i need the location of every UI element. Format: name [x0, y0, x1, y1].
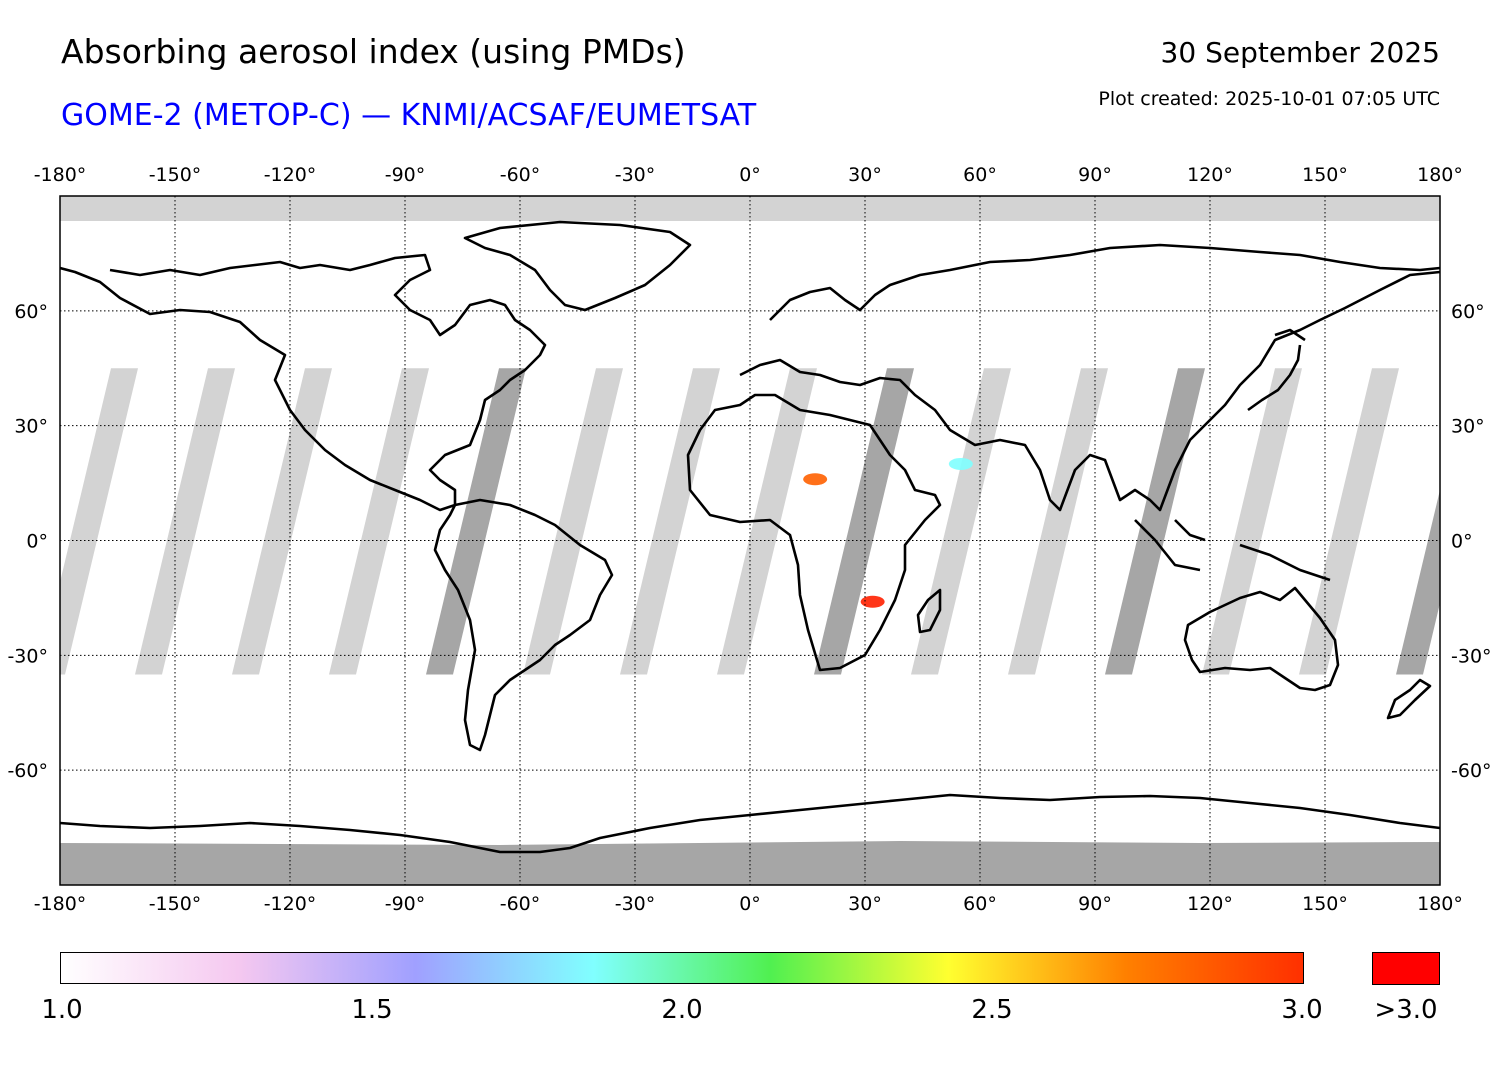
colorbar	[60, 952, 1304, 984]
orbit-gap-swath	[1396, 489, 1440, 675]
lon-tick-label-bottom: -120°	[264, 893, 317, 915]
lat-tick-label-right: 60°	[1451, 301, 1485, 323]
orbit-gap-swath	[1202, 368, 1302, 675]
lat-tick-label-right: 0°	[1451, 531, 1473, 553]
coastline-japan-asia-east	[1247, 328, 1306, 412]
coastline-europe-north	[769, 243, 1440, 321]
orbit-gap-swath	[60, 368, 138, 675]
map-date: 30 September 2025	[1160, 36, 1440, 69]
coastline-antarctica	[60, 793, 1440, 854]
coastline-indonesia	[1134, 519, 1331, 582]
lon-tick-label-top: -90°	[385, 164, 426, 186]
lat-tick-label-right: -30°	[1451, 645, 1492, 667]
lon-tick-label-bottom: -60°	[500, 893, 541, 915]
lat-tick-label-left: 30°	[14, 416, 48, 438]
coastline-north-america	[60, 253, 547, 512]
lon-tick-label-bottom: 90°	[1078, 893, 1112, 915]
lat-tick-label-left: 60°	[14, 301, 48, 323]
map-title: Absorbing aerosol index (using PMDs)	[61, 32, 686, 71]
lon-tick-label-top: -150°	[149, 164, 202, 186]
lon-tick-label-top: 120°	[1187, 164, 1233, 186]
lon-tick-label-bottom: 0°	[739, 893, 761, 915]
lon-tick-label-top: 150°	[1302, 164, 1348, 186]
orbit-gap-swath	[426, 368, 526, 675]
orbit-gap-swath	[911, 368, 1011, 675]
map-subtitle: GOME-2 (METOP-C) — KNMI/ACSAF/EUMETSAT	[61, 98, 757, 133]
coastline-africa-eurasia	[686, 270, 1440, 672]
lon-tick-label-bottom: 60°	[963, 893, 997, 915]
aerosol-hotspot	[860, 595, 885, 608]
coastline-new-zealand	[1386, 678, 1432, 720]
aerosol-hotspots	[803, 457, 973, 608]
lon-tick-label-top: -120°	[264, 164, 317, 186]
antarctic-no-data	[60, 841, 1440, 885]
coastline-south-america	[433, 498, 614, 752]
lon-tick-label-bottom: 30°	[848, 893, 882, 915]
orbit-gap-swath	[232, 368, 332, 675]
lon-tick-label-bottom: 180°	[1417, 893, 1463, 915]
orbit-gap-swath	[1493, 368, 1500, 674]
lon-tick-label-bottom: -30°	[615, 893, 656, 915]
lat-tick-label-right: -60°	[1451, 760, 1492, 782]
colorbar-tick-label: 2.5	[971, 995, 1013, 1025]
map-frame	[59, 195, 1441, 886]
latitude-labels-left: 60° 30° 0° -30° -60°	[7, 301, 48, 782]
colorbar-tick-label: 1.0	[41, 995, 83, 1025]
orbit-gap-swath	[1008, 368, 1108, 675]
lon-tick-label-bottom: -180°	[34, 893, 87, 915]
lat-tick-label-left: -30°	[7, 645, 48, 667]
lon-tick-label-top: 180°	[1417, 164, 1463, 186]
orbit-gap-swath	[620, 368, 720, 675]
orbit-gap-swath	[523, 368, 623, 675]
lon-tick-label-top: -60°	[500, 164, 541, 186]
lat-tick-label-left: -60°	[7, 760, 48, 782]
coastline-greenland	[463, 220, 692, 312]
orbit-gap-swath	[329, 368, 429, 675]
colorbar-tick-label: 3.0	[1281, 995, 1323, 1025]
lon-tick-label-bottom: -150°	[149, 893, 202, 915]
lat-tick-label-right: 30°	[1451, 416, 1485, 438]
aerosol-hotspot	[803, 473, 828, 486]
lon-tick-label-bottom: -90°	[385, 893, 426, 915]
coastline-australia	[1183, 586, 1340, 692]
lon-tick-label-top: -180°	[34, 164, 87, 186]
lat-tick-label-left: 0°	[26, 531, 48, 553]
aerosol-hotspot	[948, 457, 973, 470]
colorbar-overflow-label: >3.0	[1374, 995, 1438, 1025]
coastlines	[60, 220, 1440, 854]
colorbar-tick-label: 2.0	[661, 995, 703, 1025]
world-map: -180° -150° -120° -90° -60° -30° 0° 30° 60° 90° 12…	[7, 164, 1500, 915]
orbit-gaps	[60, 368, 1500, 675]
lon-tick-label-top: 30°	[848, 164, 882, 186]
lon-tick-label-top: 90°	[1078, 164, 1112, 186]
coastline-madagascar	[916, 588, 942, 634]
longitude-labels-top: -180° -150° -120° -90° -60° -30° 0° 30° 60° 90° 12…	[34, 164, 1463, 186]
orbit-gap-swath	[814, 368, 914, 675]
graticule	[60, 196, 1440, 885]
colorbar-tick-label: 1.5	[351, 995, 393, 1025]
longitude-labels-bottom: -180° -150° -120° -90° -60° -30° 0° 30° 60° 90° 12…	[34, 893, 1463, 915]
colorbar-overflow-swatch	[1372, 952, 1440, 985]
lon-tick-label-top: -30°	[615, 164, 656, 186]
orbit-gap-swath	[1105, 368, 1205, 675]
orbit-gap-swath	[135, 368, 235, 675]
latitude-labels-right: 60° 30° 0° -30° -60°	[1451, 301, 1492, 782]
lon-tick-label-top: 0°	[739, 164, 761, 186]
orbit-gap-swath	[1299, 368, 1399, 675]
lon-tick-label-top: 60°	[963, 164, 997, 186]
lon-tick-label-bottom: 120°	[1187, 893, 1233, 915]
plot-created: Plot created: 2025-10-01 07:05 UTC	[1098, 88, 1440, 110]
lon-tick-label-bottom: 150°	[1302, 893, 1348, 915]
